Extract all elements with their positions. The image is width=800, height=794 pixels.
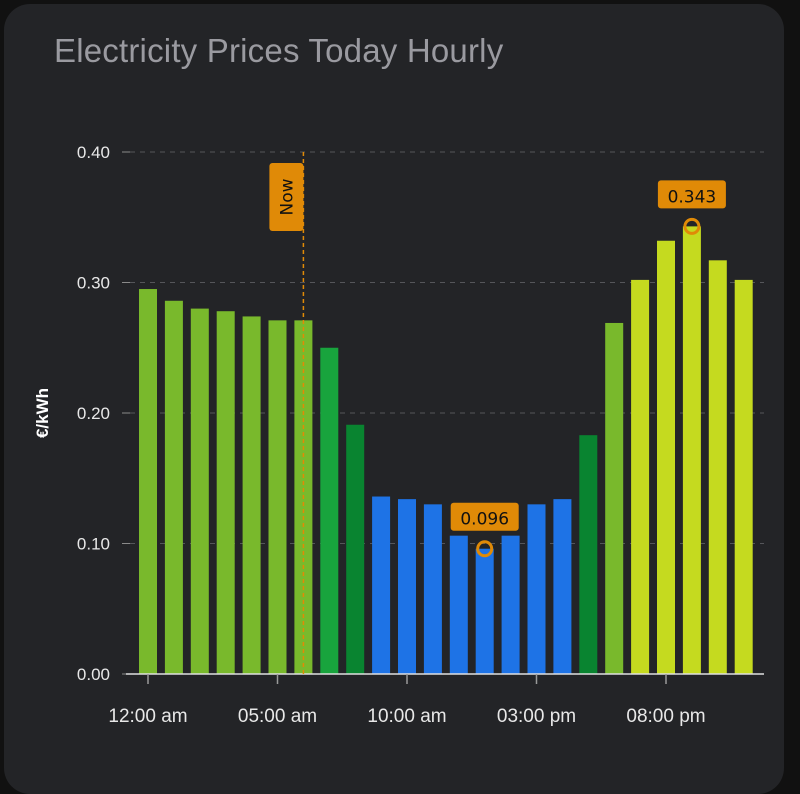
- y-tick-label: 0.00: [77, 665, 110, 684]
- card-title: Electricity Prices Today Hourly: [54, 32, 504, 69]
- x-tick-label: 12:00 am: [108, 706, 187, 727]
- min-label-box: [450, 502, 519, 531]
- bar: [423, 504, 442, 674]
- y-tick-label: 0.40: [77, 143, 110, 162]
- bar: [734, 279, 753, 674]
- max-label: 0.343: [668, 187, 717, 207]
- y-tick-label: 0.10: [77, 535, 110, 554]
- bar: [475, 548, 494, 674]
- bar: [268, 320, 287, 674]
- price-chart: 0.00 0.10 0.20 0.30 0.40 12:00 am 05:00 am 10:…: [33, 143, 764, 727]
- bar: [708, 260, 727, 674]
- bar: [190, 308, 209, 674]
- y-tick-label: 0.30: [77, 274, 110, 293]
- bar: [372, 496, 391, 674]
- y-tick-label: 0.20: [77, 404, 110, 423]
- x-tick-label: 03:00 pm: [497, 706, 576, 727]
- bar: [216, 311, 235, 674]
- bar: [657, 240, 675, 675]
- bar: [527, 504, 546, 674]
- max-marker: [683, 217, 701, 235]
- price-card: Electricity Prices Today Hourly: [4, 4, 784, 794]
- bar: [320, 347, 339, 674]
- min-label: 0.096: [460, 510, 509, 530]
- bar: [605, 322, 624, 674]
- max-label-box: [657, 180, 726, 209]
- x-tick-label: 08:00 pm: [626, 706, 705, 727]
- bar: [139, 289, 157, 674]
- now-label-box: [269, 163, 304, 231]
- bar: [631, 279, 650, 674]
- y-axis-label: €/kWh: [33, 388, 52, 438]
- now-label: Now: [277, 178, 297, 215]
- bar: [449, 535, 468, 674]
- bar: [242, 316, 261, 674]
- x-tick-label: 10:00 am: [367, 706, 446, 727]
- annotations: Now 0.096 0.343: [269, 152, 726, 674]
- bar: [501, 535, 520, 674]
- bar: [346, 424, 365, 674]
- bar: [579, 435, 598, 674]
- bar: [398, 499, 416, 674]
- x-axis-ticks: 12:00 am 05:00 am 10:00 am 03:00 pm 08:00 pm: [108, 674, 706, 727]
- y-axis-ticks: 0.00 0.10 0.20 0.30 0.40: [77, 143, 130, 684]
- bars: [139, 226, 753, 675]
- min-marker: [476, 540, 494, 558]
- bar: [164, 300, 183, 674]
- bar: [553, 499, 572, 674]
- x-tick-label: 05:00 am: [238, 706, 317, 727]
- bar: [682, 226, 701, 674]
